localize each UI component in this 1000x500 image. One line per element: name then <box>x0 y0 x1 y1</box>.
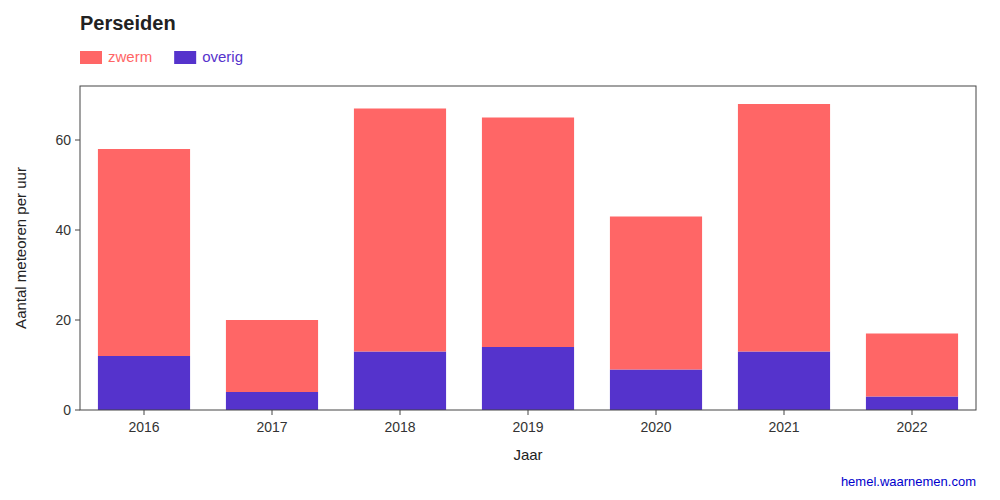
bar <box>482 118 574 348</box>
y-tick <box>75 320 80 321</box>
chart: Perseiden 0 20 40 60 2016 2017 2018 2019 2020 2021… <box>0 0 1000 500</box>
x-tick <box>656 410 657 415</box>
bar <box>610 370 702 411</box>
bar <box>354 352 446 411</box>
title: Perseiden <box>80 12 176 34</box>
bar <box>610 217 702 370</box>
x-axis-label: Jaar <box>513 446 542 463</box>
y-tick-label: 20 <box>55 312 71 328</box>
page: {"chart_data": {"type": "bar", "stacked"… <box>0 0 1000 500</box>
bar <box>866 334 958 397</box>
x-tick-label: 2019 <box>512 419 543 435</box>
y-tick <box>75 140 80 141</box>
bar <box>98 356 190 410</box>
y-tick-label: 60 <box>55 132 71 148</box>
x-tick <box>272 410 273 415</box>
bar <box>98 149 190 356</box>
x-tick <box>144 410 145 415</box>
bar <box>226 392 318 410</box>
bar <box>866 397 958 411</box>
y-tick-label: 0 <box>63 402 71 418</box>
legend: zwerm overig <box>80 48 243 65</box>
x-tick-label: 2020 <box>640 419 671 435</box>
y-tick <box>75 410 80 411</box>
bars <box>98 104 958 410</box>
annotation: hemel.waarnemen.com <box>841 474 976 489</box>
x-tick-label: 2022 <box>896 419 927 435</box>
bar <box>482 347 574 410</box>
x-tick-label: 2016 <box>128 419 159 435</box>
bar <box>354 109 446 352</box>
plot-frame <box>80 86 976 410</box>
legend-label: zwerm <box>108 48 152 65</box>
y-tick-label: 40 <box>55 222 71 238</box>
x-tick <box>528 410 529 415</box>
x-tick-label: 2021 <box>768 419 799 435</box>
x-tick-label: 2017 <box>256 419 287 435</box>
legend-swatch <box>174 51 196 64</box>
legend-label: overig <box>202 48 243 65</box>
x-tick <box>400 410 401 415</box>
y-tick <box>75 230 80 231</box>
x-tick <box>912 410 913 415</box>
legend-swatch <box>80 51 102 64</box>
x-tick-label: 2018 <box>384 419 415 435</box>
y-axis-label: Aantal meteoren per uur <box>12 167 29 329</box>
bar <box>738 104 830 352</box>
x-tick <box>784 410 785 415</box>
bar <box>738 352 830 411</box>
bar <box>226 320 318 392</box>
